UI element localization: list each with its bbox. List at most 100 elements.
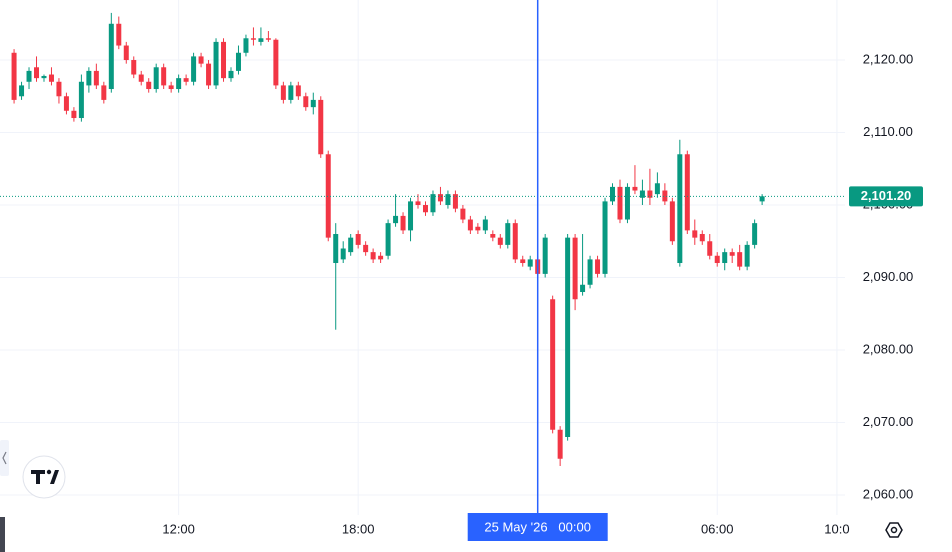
candle-body — [385, 223, 391, 256]
settings-button[interactable] — [885, 522, 903, 538]
candle-body — [714, 255, 720, 264]
y-tick-label: 2,110.00 — [863, 124, 913, 139]
candle-body — [93, 70, 99, 86]
candle-body — [632, 186, 638, 191]
candle-body — [542, 237, 548, 274]
candle-body — [565, 237, 571, 437]
candle-body — [602, 201, 608, 274]
candle-body — [520, 259, 526, 264]
candle-body — [415, 201, 421, 206]
candle-body — [647, 190, 653, 198]
candle-body — [460, 208, 466, 220]
candle-body — [273, 39, 279, 86]
candle-body — [684, 154, 690, 231]
candle-body — [467, 219, 473, 231]
candle-body — [101, 85, 107, 100]
candle-body — [707, 241, 713, 256]
candle-body — [116, 23, 122, 46]
candle-body — [26, 70, 32, 82]
candle-body — [430, 194, 436, 213]
candle-body — [610, 186, 616, 202]
candle-body — [78, 81, 84, 119]
candle-body — [108, 23, 114, 90]
candle-body — [744, 244, 750, 267]
candle-body — [490, 234, 496, 238]
candle-body — [363, 244, 369, 253]
y-tick-label: 2,080.00 — [863, 341, 914, 356]
candle-body — [729, 252, 735, 256]
candle-body — [325, 154, 331, 238]
x-tick-label: 18:00 — [342, 521, 375, 536]
candle-body — [123, 45, 129, 61]
candle-body — [48, 74, 54, 82]
candles — [11, 12, 765, 466]
candle-body — [280, 85, 286, 100]
candle-body — [153, 67, 159, 90]
candle-body — [722, 252, 728, 264]
candle-body — [348, 237, 354, 253]
x-tick-label: 06:00 — [701, 521, 734, 536]
candle-body — [737, 252, 743, 267]
last-price-box — [849, 186, 923, 207]
candle-body — [445, 194, 451, 206]
candle-body — [557, 429, 563, 459]
candle-body — [11, 52, 17, 100]
candle-body — [393, 215, 399, 224]
candle-body — [752, 223, 758, 245]
candle-body — [587, 259, 593, 285]
y-tick-label: 2,070.00 — [863, 414, 914, 429]
candle-body — [288, 85, 294, 100]
x-tick-label: 12:00 — [162, 521, 195, 536]
candle-body — [475, 226, 481, 231]
candle-body — [662, 190, 668, 202]
candle-body — [191, 56, 197, 82]
candle-body — [146, 81, 152, 90]
candle-body — [505, 223, 511, 245]
candle-body — [258, 38, 264, 42]
candle-body — [295, 85, 301, 97]
candle-body — [131, 60, 137, 75]
candle-body — [318, 99, 324, 155]
candle-body — [183, 78, 189, 82]
candle-body — [572, 237, 578, 300]
candle-body — [19, 85, 25, 97]
candle-body — [699, 234, 705, 242]
candle-body — [617, 186, 623, 220]
candle-body — [437, 194, 443, 202]
candle-body — [161, 67, 167, 86]
candle-body — [221, 41, 227, 79]
candle-body — [355, 234, 361, 245]
candle-body — [370, 252, 376, 260]
candle-body — [333, 234, 339, 264]
candle-body — [243, 38, 249, 53]
candle-body — [482, 219, 488, 231]
candle-body — [340, 248, 346, 260]
candle-body — [235, 52, 241, 71]
candle-body — [138, 74, 144, 82]
candle-body — [265, 38, 271, 40]
candle-body — [86, 70, 92, 86]
x-tick-label: 10:0 — [824, 521, 849, 536]
candle-body — [639, 190, 645, 198]
candle-body — [452, 194, 458, 209]
candle-body — [213, 41, 219, 86]
candle-body — [400, 215, 406, 231]
candle-body — [654, 183, 660, 195]
candle-body — [34, 67, 40, 79]
side-tab[interactable] — [0, 440, 9, 476]
candle-body — [512, 223, 518, 260]
candle-body — [198, 56, 204, 64]
candle-body — [595, 259, 601, 274]
grid — [0, 0, 845, 515]
candle-body — [408, 201, 414, 231]
logo[interactable] — [22, 455, 66, 499]
candle-body — [669, 201, 675, 242]
candle-body — [41, 75, 47, 79]
y-tick-label: 2,090.00 — [863, 269, 914, 284]
candle-body — [228, 70, 234, 79]
candle-body — [527, 259, 533, 267]
axes: 2,060.002,070.002,080.002,090.002,100.00… — [0, 0, 923, 541]
candle-body — [250, 38, 256, 40]
candle-body — [303, 96, 309, 108]
candle-body — [168, 85, 174, 90]
